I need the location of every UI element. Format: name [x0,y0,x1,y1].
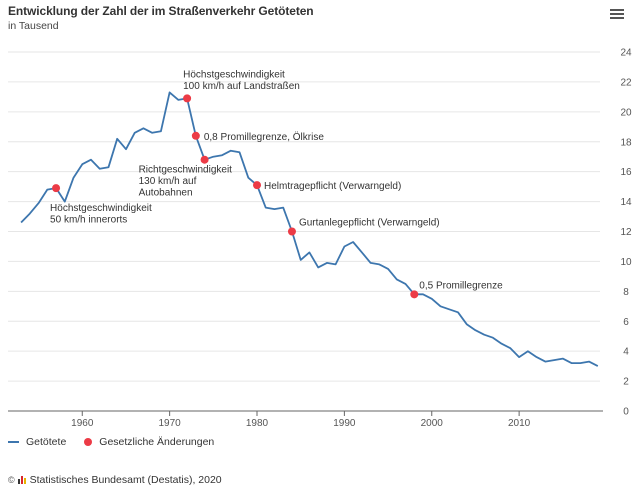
series-line [20,91,599,367]
annotation-label: 50 km/h innerorts [50,215,127,226]
y-tick-label: 22 [620,77,632,88]
footer-credit: © Statistisches Bundesamt (Destatis), 20… [8,474,222,486]
legal-change-marker [287,227,296,236]
annotation-label: Helmtragepflicht (Verwarngeld) [264,181,401,192]
legend-item-getoetete[interactable]: Getötete [8,436,66,448]
annotation-label: 100 km/h auf Landstraßen [183,81,300,92]
copyright-icon: © [8,475,15,485]
x-tick-label: 2000 [421,418,444,429]
annotation-label: Autobahnen [139,188,193,199]
annotation-label: Richtgeschwindigkeit [139,165,233,176]
annotation-label: Höchstgeschwindigkeit [183,69,285,80]
legend-item-gesetzliche-aenderungen[interactable]: Gesetzliche Änderungen [84,436,214,448]
legend: Getötete Gesetzliche Änderungen [8,436,232,448]
legal-change-marker [191,131,200,140]
annotation-label: Gurtanlegepflicht (Verwarngeld) [299,218,440,229]
legal-change-marker [200,155,209,164]
y-tick-label: 16 [620,167,632,178]
y-tick-label: 24 [620,48,632,59]
x-axis: 1960 1970 1980 1990 2000 2010 [8,410,603,429]
y-tick-label: 2 [623,377,629,388]
y-tick-label: 8 [623,287,629,298]
x-tick-label: 1980 [246,418,269,429]
annotation-label: 130 km/h auf [139,176,197,187]
getoetete-line [20,91,599,367]
chart-subtitle: in Tausend [8,20,59,32]
line-swatch-icon [8,441,19,443]
legend-label: Gesetzliche Änderungen [99,436,215,448]
x-tick-label: 2010 [508,418,531,429]
x-tick-label: 1990 [333,418,356,429]
legal-change-marker [410,290,419,299]
annotation-label: 0,8 Promillegrenze, Ölkrise [204,131,324,143]
legal-change-marker [183,94,192,103]
y-tick-label: 6 [623,317,629,328]
y-tick-label: 0 [623,407,629,418]
y-tick-label: 20 [620,107,632,118]
y-tick-label: 4 [623,347,629,358]
gridlines [8,51,600,382]
y-tick-label: 12 [620,227,632,238]
legal-change-markers [52,94,419,299]
legal-change-marker [253,181,262,190]
annotation-label: Höchstgeschwindigkeit [50,203,152,214]
source-text: Statistisches Bundesamt (Destatis), 2020 [29,474,222,486]
annotation-label: 0,5 Promillegrenze [419,280,503,291]
legend-label: Getötete [26,436,67,448]
y-tick-label: 10 [620,257,632,268]
x-tick-label: 1960 [71,418,94,429]
y-tick-label: 14 [620,197,632,208]
chart-title: Entwicklung der Zahl der im Straßenverke… [8,4,314,18]
legal-change-marker [52,184,61,193]
x-tick-label: 1970 [159,418,182,429]
y-tick-label: 18 [620,137,632,148]
hamburger-menu-icon[interactable] [610,9,624,21]
dot-swatch-icon [84,438,93,446]
destatis-logo-icon [17,476,27,484]
